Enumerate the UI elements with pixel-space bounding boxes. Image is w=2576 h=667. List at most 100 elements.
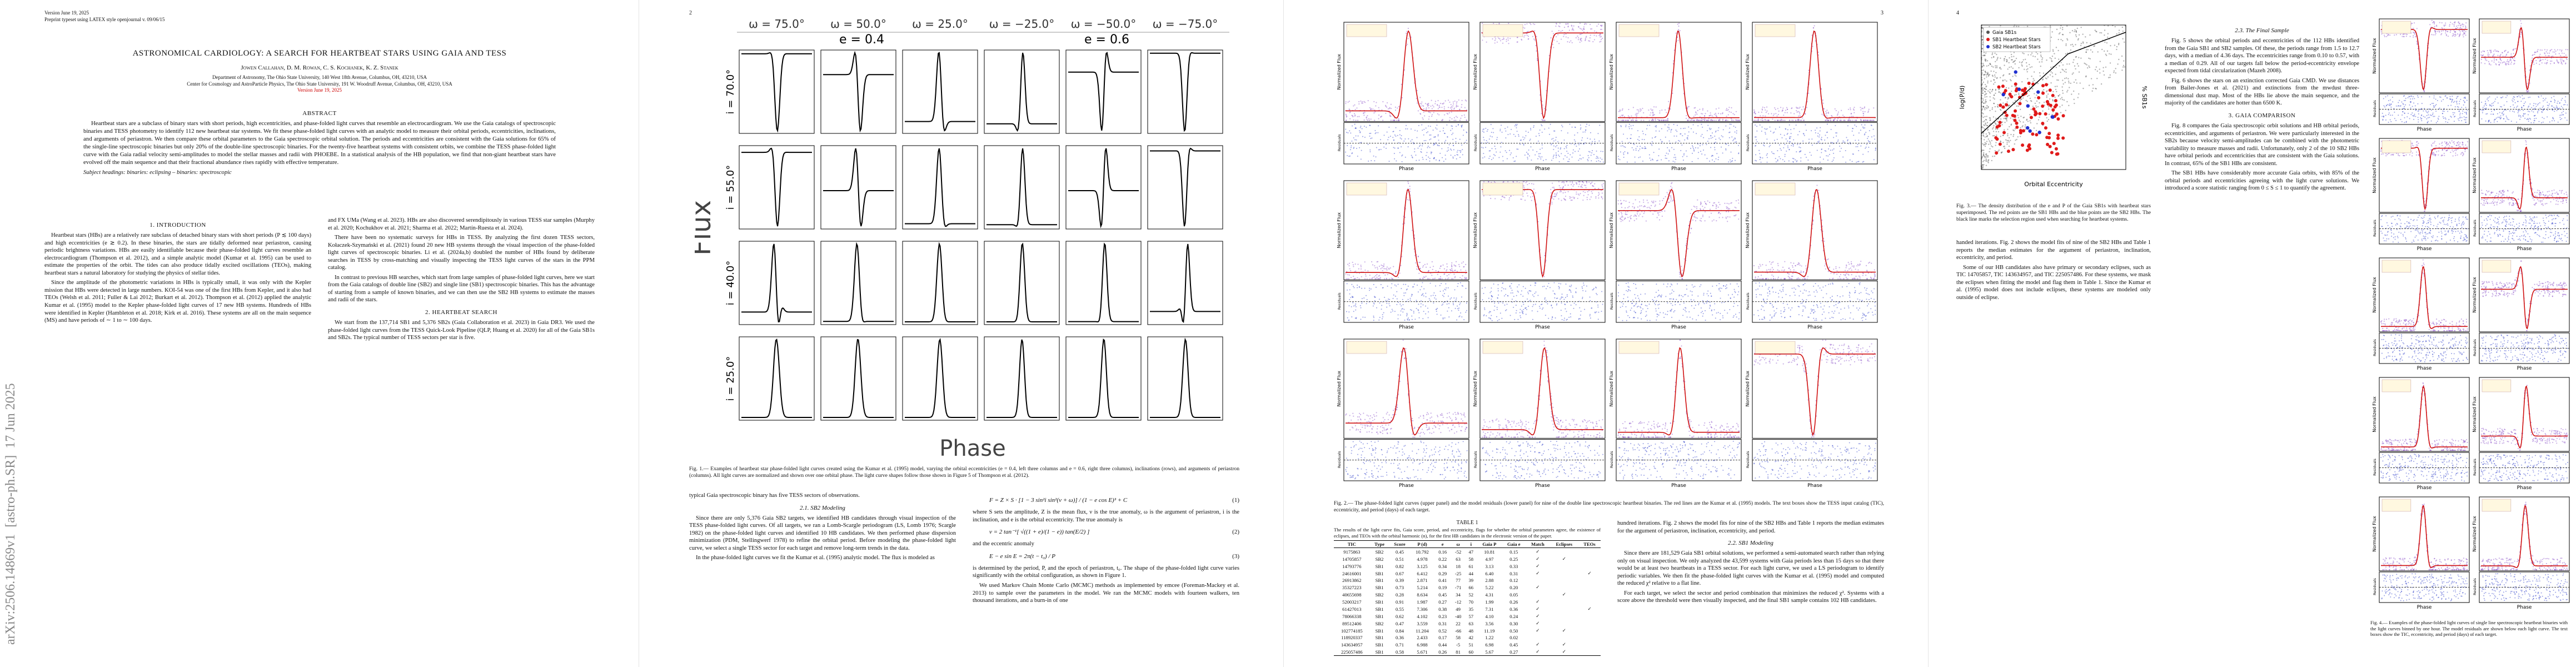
data-point [1357, 116, 1358, 117]
residual-point [1647, 308, 1648, 310]
data-point [1433, 421, 1436, 422]
residual-point [1347, 155, 1348, 157]
residual-point [1364, 477, 1366, 479]
data-point [1570, 40, 1572, 42]
data-point [1772, 118, 1773, 120]
data-point [1677, 39, 1679, 41]
residual-point [1833, 312, 1835, 314]
data-point [1572, 28, 1574, 30]
residual-point [1711, 155, 1713, 156]
data-point [1669, 195, 1671, 197]
residual-point [1521, 305, 1522, 307]
residual-point [1452, 451, 1453, 452]
data-point [1437, 416, 1439, 417]
data-point [1502, 181, 1504, 183]
residual-point [1731, 161, 1733, 162]
data-point [1773, 113, 1775, 115]
data-point [1397, 404, 1398, 406]
residual-point [1632, 302, 1633, 304]
residual-point [1509, 285, 1511, 287]
residual-point [1523, 143, 1524, 145]
residual-point [1383, 135, 1385, 136]
residual-point [1824, 140, 1826, 141]
residual-point [1633, 149, 1635, 151]
data-point [1690, 212, 1691, 215]
data-point [1460, 117, 1462, 119]
data-point [1543, 120, 1545, 121]
residual-point [1802, 298, 1803, 300]
data-point [1851, 269, 1852, 271]
data-point [1768, 120, 1770, 121]
residual-point [1451, 442, 1453, 444]
residual-point [1403, 295, 1405, 296]
data-point [1429, 112, 1431, 113]
residual-point [1543, 285, 1545, 287]
residual-point [1589, 151, 1591, 153]
data-point [1516, 433, 1518, 435]
data-point [1736, 120, 1737, 121]
data-point [1483, 181, 1485, 183]
residual-point [1633, 310, 1635, 312]
data-point [1446, 112, 1448, 114]
residual-point [1533, 296, 1534, 297]
data-point [1595, 436, 1597, 438]
residual-point [1796, 161, 1797, 163]
data-point [1622, 120, 1623, 121]
residual-point [1492, 128, 1494, 130]
residual-point [1807, 295, 1809, 296]
data-point [1360, 265, 1362, 266]
data-point [1498, 22, 1500, 24]
residual-point [1481, 147, 1483, 148]
residual-point [1372, 475, 1374, 476]
data-point [1558, 43, 1560, 44]
data-point [1864, 106, 1866, 108]
residual-point [1430, 138, 1432, 140]
data-point [1453, 107, 1455, 109]
axis-label: Normalized Flux [1745, 212, 1750, 248]
data-point [1862, 272, 1864, 274]
data-point [1491, 181, 1492, 183]
residual-point [1362, 451, 1363, 452]
residual-point [1790, 309, 1791, 311]
residual-point [1766, 157, 1768, 158]
data-point [1847, 120, 1848, 121]
residual-point [1437, 145, 1439, 146]
residual-point [1688, 126, 1690, 128]
residual-point [1874, 138, 1876, 140]
residual-point [1645, 316, 1646, 317]
residual-point [1682, 135, 1683, 137]
residual-point [1360, 307, 1362, 308]
data-point [1562, 29, 1563, 32]
residual-point [1556, 297, 1557, 299]
version-note: Version June 19, 2025 [297, 87, 342, 93]
residual-point [1513, 296, 1514, 297]
data-point [1717, 206, 1719, 208]
data-point [1389, 115, 1391, 117]
omega-label: ω = 75.0° [749, 17, 805, 31]
data-point [1428, 118, 1429, 120]
residual-point [1374, 296, 1376, 298]
data-point [1737, 120, 1738, 121]
residual-point [1860, 145, 1862, 147]
residual-point [1549, 133, 1551, 135]
data-point [1633, 206, 1635, 208]
data-point [1523, 187, 1525, 188]
residual-point [1494, 146, 1496, 147]
residual-point [1377, 458, 1378, 460]
data-point [1563, 181, 1564, 183]
residual-point [1497, 284, 1499, 286]
data-point [1456, 271, 1458, 272]
residual-point [1359, 447, 1361, 449]
data-point [1406, 31, 1408, 32]
residual-point [1404, 138, 1406, 140]
data-point [1380, 116, 1382, 117]
residual-point [1434, 136, 1436, 138]
residual-point [1672, 305, 1673, 306]
residual-point [1755, 136, 1757, 138]
residual-point [1852, 153, 1853, 155]
data-point [1421, 429, 1423, 430]
data-point [1366, 278, 1368, 280]
residual-point [1435, 285, 1437, 287]
residual-point [1677, 283, 1678, 285]
data-point [1642, 216, 1643, 217]
